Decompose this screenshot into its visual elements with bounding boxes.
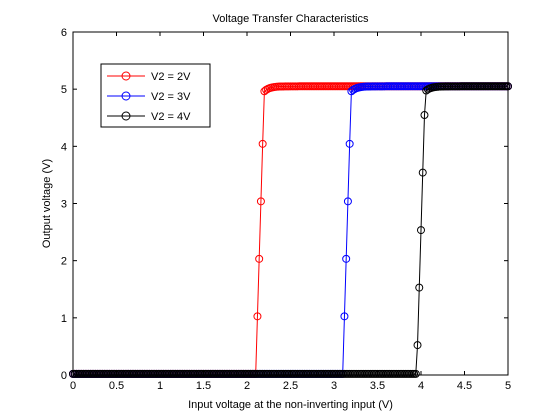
y-tick-label: 3: [61, 199, 67, 211]
ticks-layer: 0 0.5 1 1.5 2 2.5 3 3.5 4 4.5 5 0 1 2 3 4 5 6: [61, 27, 511, 392]
x-tick-label: 5: [505, 380, 511, 392]
data-point: [415, 283, 424, 292]
y-axis-label: Output voltage (V): [41, 159, 53, 248]
data-point: [255, 254, 264, 263]
data-point: [417, 226, 425, 235]
legend-marker: [121, 91, 131, 101]
x-tick-label: 0: [70, 380, 76, 392]
chart-title: Voltage Transfer Characteristics: [213, 13, 369, 25]
y-tick-label: 6: [61, 27, 67, 39]
legend-label: V2 = 4V: [151, 111, 191, 123]
data-point: [420, 111, 429, 120]
data-point: [345, 139, 354, 148]
data-point: [342, 254, 351, 263]
data-point: [256, 197, 265, 206]
y-tick-label: 5: [61, 84, 67, 96]
x-tick-label: 2: [244, 380, 250, 392]
legend-marker: [121, 111, 131, 121]
y-tick-label: 0: [61, 370, 67, 382]
legend-label: V2 = 2V: [151, 71, 191, 83]
data-point: [411, 369, 420, 378]
x-tick-label: 4.5: [457, 380, 472, 392]
x-tick-label: 3: [331, 380, 337, 392]
legend-marker: [121, 71, 131, 81]
x-tick-label: 3.5: [370, 380, 385, 392]
data-point: [253, 312, 262, 321]
data-point: [258, 139, 267, 148]
series-layer: [69, 82, 512, 378]
x-tick-label: 4: [418, 380, 424, 392]
legend-label: V2 = 3V: [151, 91, 191, 103]
y-tick-label: 1: [61, 313, 67, 325]
y-tick-label: 2: [61, 256, 67, 268]
legend-entries: V2 = 2V V2 = 3V V2 = 4V: [107, 71, 191, 123]
x-tick-label: 1.5: [196, 380, 211, 392]
data-point: [343, 197, 352, 206]
y-tick-label: 4: [61, 141, 67, 153]
legend: V2 = 2V V2 = 3V V2 = 4V: [100, 63, 211, 128]
x-axis-label: Input voltage at the non-inverting input…: [188, 399, 393, 411]
data-point: [413, 341, 422, 350]
data-point: [340, 312, 349, 321]
data-point: [418, 168, 427, 177]
x-tick-label: 2.5: [283, 380, 298, 392]
x-tick-label: 1: [157, 380, 163, 392]
x-tick-label: 0.5: [109, 380, 124, 392]
